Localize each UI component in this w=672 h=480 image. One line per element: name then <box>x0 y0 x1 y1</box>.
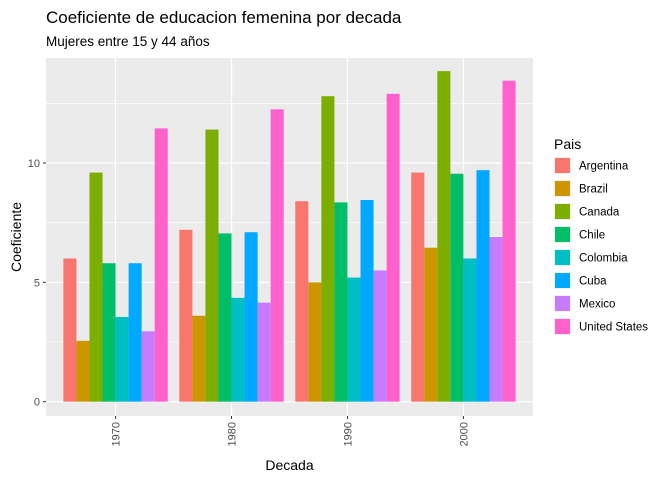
bar <box>102 263 116 402</box>
bar <box>502 80 516 402</box>
bar <box>63 258 77 402</box>
legend-label: Cuba <box>579 276 607 288</box>
bar <box>257 302 271 402</box>
bar <box>334 202 348 402</box>
bar <box>89 172 103 402</box>
bar <box>411 172 425 402</box>
legend-swatch <box>555 181 570 196</box>
legend-label: Brazil <box>579 184 608 196</box>
legend-label: Argentina <box>579 161 629 173</box>
bar <box>437 71 451 402</box>
legend-swatch <box>555 296 570 311</box>
bar <box>179 229 193 402</box>
legend-label: Chile <box>579 230 605 242</box>
bar <box>128 263 142 402</box>
bar <box>154 128 168 402</box>
y-axis-title: Coeficiente <box>8 202 24 272</box>
chart-subtitle: Mujeres entre 15 y 44 años <box>46 34 210 49</box>
x-axis-title: Decada <box>265 457 313 473</box>
legend-title: Pais <box>554 136 581 152</box>
bar <box>270 109 284 402</box>
x-tick-label: 2000 <box>458 422 470 446</box>
legend-swatch <box>555 158 570 173</box>
bar <box>308 282 322 402</box>
bar <box>244 232 258 402</box>
bar <box>489 237 503 402</box>
legend-label: Mexico <box>579 299 615 311</box>
bar <box>321 96 335 402</box>
chart-title: Coeficiente de educacion femenina por de… <box>46 8 402 27</box>
bar <box>347 277 361 402</box>
legend-swatch <box>555 204 570 219</box>
bar <box>205 129 219 402</box>
legend-label: United States <box>579 322 648 334</box>
bar <box>360 200 374 402</box>
legend-swatch <box>555 273 570 288</box>
bar <box>115 316 129 402</box>
bar <box>295 201 309 402</box>
bar <box>424 247 438 402</box>
legend-swatch <box>555 319 570 334</box>
bars <box>63 71 516 402</box>
y-tick-label: 5 <box>34 277 40 289</box>
bar <box>76 340 90 402</box>
legend: Pais Argentina Brazil Canada Chile Colombia C… <box>554 136 648 335</box>
legend-label: Colombia <box>579 253 628 265</box>
bar <box>141 331 155 402</box>
legend-swatch <box>555 250 570 265</box>
x-tick-label: 1970 <box>111 422 123 446</box>
y-axis: 0 5 10 <box>28 158 46 409</box>
y-tick-label: 0 <box>34 397 40 409</box>
x-axis: 1970 1980 1990 2000 <box>111 416 470 446</box>
legend-swatch <box>555 227 570 242</box>
bar <box>386 93 400 402</box>
bar <box>450 173 464 402</box>
bar <box>231 297 245 402</box>
bar <box>218 233 232 402</box>
x-tick-label: 1990 <box>342 422 354 446</box>
bar <box>463 258 477 402</box>
legend-label: Canada <box>579 207 620 219</box>
y-tick-label: 10 <box>28 158 40 170</box>
bar <box>192 315 206 402</box>
bar <box>476 170 490 402</box>
bar <box>373 270 387 402</box>
x-tick-label: 1980 <box>227 422 239 446</box>
